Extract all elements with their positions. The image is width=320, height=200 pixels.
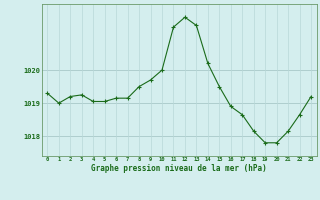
X-axis label: Graphe pression niveau de la mer (hPa): Graphe pression niveau de la mer (hPa)	[91, 164, 267, 173]
